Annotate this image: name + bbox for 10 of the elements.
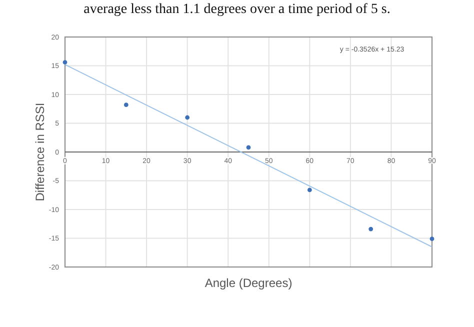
text: average less than 1.1 degrees over a time period of 5 s. bbox=[84, 2, 390, 17]
x-axis-title: Angle (Degrees) bbox=[204, 276, 292, 290]
point bbox=[430, 236, 434, 242]
point bbox=[368, 226, 374, 232]
point bbox=[185, 115, 190, 120]
point bbox=[246, 145, 251, 150]
y-axis-title: Difference in RSSI bbox=[33, 102, 47, 202]
point bbox=[307, 188, 312, 192]
point bbox=[62, 60, 68, 64]
point bbox=[124, 102, 128, 108]
